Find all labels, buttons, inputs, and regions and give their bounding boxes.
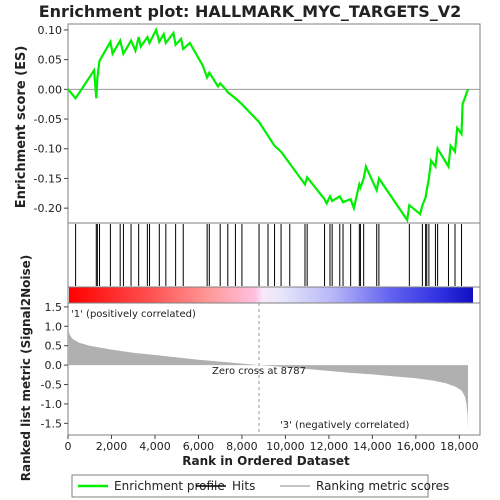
legend-frame <box>71 474 429 498</box>
x-axis-label: Rank in Ordered Dataset <box>182 454 350 468</box>
zero-cross-label: Zero cross at 8787 <box>212 366 306 377</box>
x-tick-label: 0 <box>65 440 72 453</box>
bottom-y-tick-label: 0.0 <box>45 359 63 372</box>
legend: Enrichment profile Hits Ranking metric sco… <box>71 474 449 498</box>
legend-hits-label: Hits <box>232 479 255 493</box>
hit-markers <box>75 224 463 286</box>
top-y-ticks: 0.10 0.05 0.00 -0.05 -0.10 -0.15 -0.20 <box>34 24 68 215</box>
bottom-y-tick-label: -1.5 <box>41 417 62 430</box>
legend-enrichment-profile-label: Enrichment profile <box>114 479 225 493</box>
bottom-y-ticks: 1.5 1.0 0.5 0.0 -0.5 -1.0 -1.5 <box>41 301 68 430</box>
x-tick-label: 8,000 <box>226 440 258 453</box>
bottom-y-tick-label: 1.5 <box>45 301 63 314</box>
negative-correlation-label: '3' (negatively correlated) <box>280 420 409 431</box>
legend-ranking-metric-label: Ranking metric scores <box>316 479 449 493</box>
bottom-y-tick-label: -1.0 <box>41 398 62 411</box>
x-tick-label: 10,000 <box>266 440 305 453</box>
top-y-tick-label: 0.00 <box>38 83 63 96</box>
top-y-tick-label: -0.20 <box>34 202 62 215</box>
top-y-axis-label: Enrichment score (ES) <box>14 46 29 209</box>
bottom-y-tick-label: 1.0 <box>45 320 63 333</box>
enrichment-profile-line <box>67 26 470 223</box>
ranked-metric-panel: Zero cross at 8787 '1' (positively corre… <box>19 255 481 482</box>
color-bar-fill <box>69 287 473 303</box>
bottom-y-axis-label: Ranked list metric (Signal2Noise) <box>19 255 33 482</box>
chart-title: Enrichment plot: HALLMARK_MYC_TARGETS_V2 <box>39 2 462 21</box>
bottom-y-tick-label: -0.5 <box>41 379 62 392</box>
top-y-tick-label: 0.10 <box>38 24 63 37</box>
x-tick-label: 18,000 <box>440 440 479 453</box>
top-y-tick-label: -0.15 <box>34 172 62 185</box>
top-panel-frame <box>67 23 481 224</box>
top-y-tick-label: -0.05 <box>34 113 62 126</box>
enrichment-score-panel: 0.10 0.05 0.00 -0.05 -0.10 -0.15 -0.20 Enrichm… <box>14 23 481 224</box>
positive-correlation-label: '1' (positively correlated) <box>71 309 196 320</box>
hits-panel-frame <box>67 222 481 288</box>
ranking-color-bar <box>67 286 481 304</box>
top-y-tick-label: 0.05 <box>38 54 63 67</box>
x-tick-label: 2,000 <box>96 440 128 453</box>
hits-panel <box>67 222 481 288</box>
x-tick-label: 16,000 <box>397 440 436 453</box>
x-tick-label: 14,000 <box>353 440 392 453</box>
bottom-x-ticks: 0 2,000 4,000 6,000 8,000 10,000 12,000 14,000 1… <box>65 435 479 453</box>
x-tick-label: 6,000 <box>183 440 215 453</box>
bottom-y-tick-label: 0.5 <box>45 340 63 353</box>
top-y-tick-label: -0.10 <box>34 143 62 156</box>
x-tick-label: 12,000 <box>310 440 349 453</box>
x-tick-label: 4,000 <box>139 440 171 453</box>
legend-items: Enrichment profile Hits Ranking metric sco… <box>78 479 449 493</box>
